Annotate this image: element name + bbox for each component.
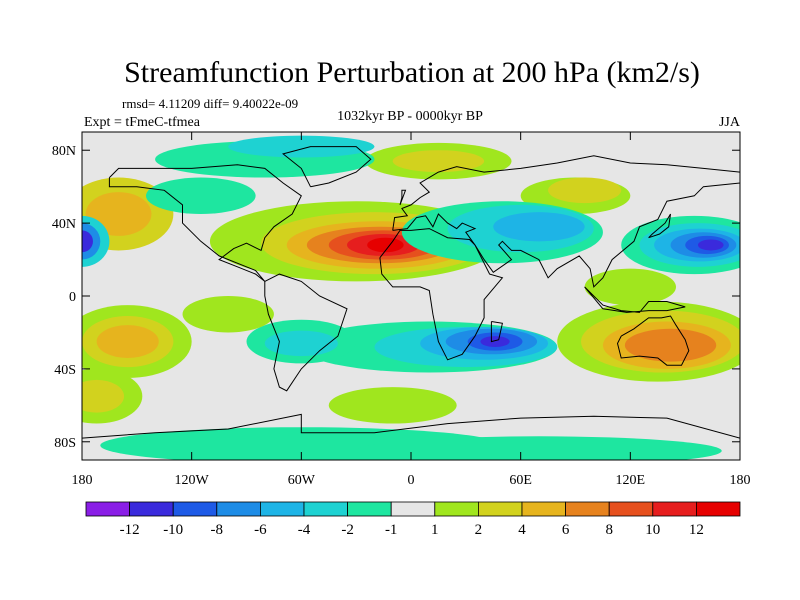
y-tick-label: 0: [69, 290, 76, 305]
colorbar-label: -4: [298, 522, 311, 538]
colorbar-swatch: [565, 501, 610, 517]
colorbar-label: 2: [475, 522, 483, 538]
field-blob: [182, 296, 274, 333]
x-tick-label: 180: [72, 473, 93, 488]
colorbar-label: 10: [645, 522, 660, 538]
field-blob: [367, 237, 404, 253]
coastline-path: [82, 413, 740, 439]
rmsd-label: rmsd= 4.11209 diff= 9.40022e-09: [122, 96, 298, 111]
colorbar-swatch: [347, 501, 392, 517]
colorbar-swatch: [477, 501, 523, 517]
streamfunction-field: [82, 132, 740, 460]
coastline-path: [264, 273, 348, 392]
coastline-path: [648, 213, 671, 239]
field-blob: [548, 177, 622, 204]
field-blob: [392, 150, 485, 173]
colorbar-swatch: [608, 501, 654, 517]
colorbar-label: -2: [341, 522, 354, 538]
field-blob: [356, 436, 722, 460]
colorbar-swatch: [521, 501, 566, 517]
x-tick-label: 120W: [175, 473, 210, 488]
y-tick-label: 80N: [52, 144, 76, 159]
y-tick-label: 40N: [52, 217, 76, 232]
colorbar-label: -12: [120, 522, 140, 538]
colorbar-swatch: [85, 501, 130, 517]
field-blob: [228, 135, 375, 158]
field-blob: [145, 177, 256, 214]
expt-label: Expt = tFmeC-tfmea: [84, 115, 201, 130]
coastline-path: [490, 321, 504, 343]
coastline-path: [399, 189, 407, 206]
colorbar-label: -8: [211, 522, 224, 538]
colorbar-swatch: [696, 501, 741, 517]
field-blob: [82, 379, 125, 413]
colorbar-swatch: [172, 501, 218, 517]
x-tick-label: 60W: [288, 473, 316, 488]
field-blob: [493, 212, 585, 242]
field-blob: [328, 387, 457, 424]
colorbar-swatch: [216, 501, 261, 517]
x-tick-label: 0: [408, 473, 415, 488]
field-blob: [584, 268, 677, 306]
colorbar-label: 12: [689, 522, 704, 538]
y-tick-label: 40S: [54, 363, 76, 378]
field-blob: [96, 325, 159, 358]
colorbar-label: -6: [254, 522, 267, 538]
colorbar-swatch: [259, 501, 305, 517]
colorbar-label: 1: [431, 522, 439, 538]
x-tick-label: 120E: [616, 473, 646, 488]
field-blob: [697, 239, 724, 251]
y-tick-label: 80S: [54, 436, 76, 451]
chart-title: Streamfunction Perturbation at 200 hPa (…: [124, 56, 700, 89]
coastline-path: [584, 286, 686, 313]
field-blob: [264, 330, 338, 357]
coastline-path: [108, 164, 302, 282]
colorbar-swatch: [652, 501, 697, 517]
coastline-path: [392, 155, 740, 288]
colorbar-label: -1: [385, 522, 398, 538]
colorbar: -12 -10 -8 -6 -4 -2 -1 1 2 4 6 8 10 12: [85, 501, 741, 538]
colorbar-label: 4: [518, 522, 526, 538]
coastline-path: [616, 315, 690, 366]
x-tick-label: 60E: [509, 473, 532, 488]
colorbar-label: -10: [163, 522, 183, 538]
season-label: JJA: [719, 115, 741, 130]
coastline-path: [282, 146, 372, 188]
colorbar-swatch: [390, 501, 436, 517]
colorbar-label: 6: [562, 522, 570, 538]
colorbar-swatch: [129, 501, 174, 517]
coastlines: [82, 146, 740, 439]
field-blob: [624, 328, 717, 362]
colorbar-swatch: [303, 501, 348, 517]
field-blob: [82, 230, 93, 253]
colorbar-swatch: [434, 501, 479, 517]
coastline-path: [379, 228, 504, 361]
x-axis: 180 120W 60W 0 60E 120E 180: [72, 132, 751, 488]
colorbar-label: 8: [605, 522, 613, 538]
period-label: 1032kyr BP - 0000kyr BP: [337, 109, 483, 124]
y-axis: 80N 40N 0 40S 80S: [52, 144, 740, 451]
field-blob: [480, 336, 510, 348]
x-tick-label: 180: [730, 473, 751, 488]
